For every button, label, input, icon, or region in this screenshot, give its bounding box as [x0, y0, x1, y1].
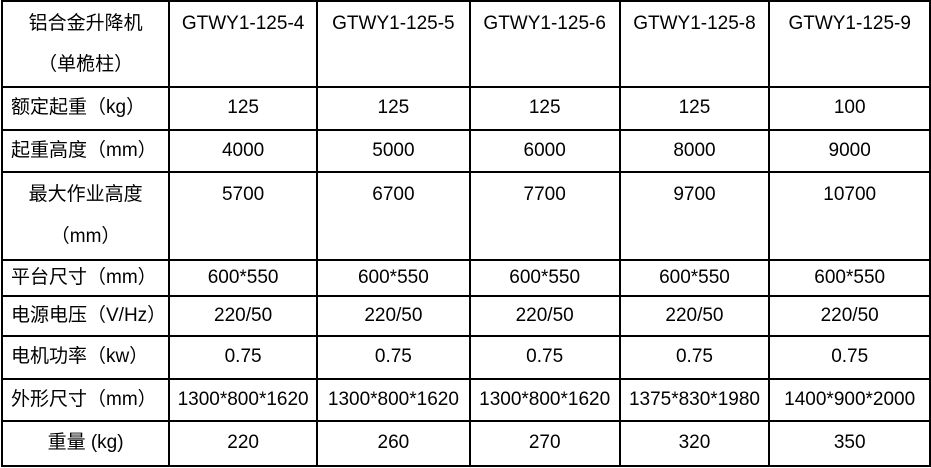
value-cell: 8000: [618, 129, 771, 173]
value-cell: 600*550: [618, 259, 771, 297]
row-label-max-working-height-line1: 最大作业高度: [28, 184, 143, 205]
table-row-overall-size: 外形尺寸（mm） 1300*800*1620 1300*800*1620 130…: [0, 378, 931, 422]
row-label-platform-size: 平台尺寸（mm）: [0, 259, 171, 297]
model-header-cell: GTWY1-125-8: [618, 0, 771, 88]
table-row-power-voltage: 电源电压（V/Hz） 220/50 220/50 220/50 220/50 2…: [0, 295, 931, 337]
value-cell: 0.75: [316, 335, 471, 380]
table-row-motor-power: 电机功率（kw） 0.75 0.75 0.75 0.75 0.75: [0, 335, 931, 380]
product-title-line2: （单桅柱）: [38, 54, 134, 75]
value-cell: 220/50: [468, 295, 621, 337]
value-cell: 0.75: [168, 335, 319, 380]
value-cell: 220: [168, 420, 319, 467]
value-cell: 1400*900*2000: [768, 378, 931, 422]
table-row-lift-height: 起重高度（mm） 4000 5000 6000 8000 9000: [0, 129, 931, 173]
table-row-platform-size: 平台尺寸（mm） 600*550 600*550 600*550 600*550…: [0, 259, 931, 297]
value-cell: 220/50: [768, 295, 931, 337]
value-cell: 270: [468, 420, 621, 467]
value-cell: 220/50: [618, 295, 771, 337]
product-title-line1: 铝合金升降机: [28, 13, 143, 34]
model-header-cell: GTWY1-125-6: [468, 0, 621, 88]
value-cell: 5000: [316, 129, 471, 173]
value-cell: 600*550: [168, 259, 319, 297]
value-cell: 0.75: [468, 335, 621, 380]
model-header-cell: GTWY1-125-4: [168, 0, 319, 88]
value-cell: 600*550: [768, 259, 931, 297]
model-header-cell: GTWY1-125-9: [768, 0, 931, 88]
value-cell: 5700: [168, 171, 319, 261]
row-label-rated-load: 额定起重（kg）: [0, 86, 171, 131]
header-row: 铝合金升降机 （单桅柱） GTWY1-125-4 GTWY1-125-5 GTW…: [0, 0, 931, 88]
value-cell: 220/50: [168, 295, 319, 337]
value-cell: 1375*830*1980: [618, 378, 771, 422]
product-title-cell: 铝合金升降机 （单桅柱）: [0, 0, 171, 88]
value-cell: 7700: [468, 171, 621, 261]
value-cell: 125: [316, 86, 471, 131]
table-row-rated-load: 额定起重（kg） 125 125 125 125 100: [0, 86, 931, 131]
row-label-overall-size: 外形尺寸（mm）: [0, 378, 171, 422]
value-cell: 0.75: [768, 335, 931, 380]
row-label-power-voltage: 电源电压（V/Hz）: [0, 295, 171, 337]
value-cell: 1300*800*1620: [316, 378, 471, 422]
value-cell: 260: [316, 420, 471, 467]
value-cell: 1300*800*1620: [168, 378, 319, 422]
value-cell: 6700: [316, 171, 471, 261]
value-cell: 6000: [468, 129, 621, 173]
row-label-motor-power: 电机功率（kw）: [0, 335, 171, 380]
model-header-cell: GTWY1-125-5: [316, 0, 471, 88]
value-cell: 125: [468, 86, 621, 131]
row-label-lift-height: 起重高度（mm）: [0, 129, 171, 173]
row-label-max-working-height-line2: （mm）: [50, 226, 121, 247]
value-cell: 10700: [768, 171, 931, 261]
value-cell: 9000: [768, 129, 931, 173]
table-row-max-working-height: 最大作业高度 （mm） 5700 6700 7700 9700 10700: [0, 171, 931, 261]
value-cell: 320: [618, 420, 771, 467]
value-cell: 125: [168, 86, 319, 131]
value-cell: 350: [768, 420, 931, 467]
value-cell: 1300*800*1620: [468, 378, 621, 422]
value-cell: 125: [618, 86, 771, 131]
value-cell: 600*550: [468, 259, 621, 297]
value-cell: 220/50: [316, 295, 471, 337]
value-cell: 600*550: [316, 259, 471, 297]
table-row-weight: 重量 (kg) 220 260 270 320 350: [0, 420, 931, 467]
value-cell: 0.75: [618, 335, 771, 380]
value-cell: 9700: [618, 171, 771, 261]
row-label-weight: 重量 (kg): [0, 420, 171, 467]
value-cell: 4000: [168, 129, 319, 173]
row-label-max-working-height: 最大作业高度 （mm）: [0, 171, 171, 261]
value-cell: 100: [768, 86, 931, 131]
